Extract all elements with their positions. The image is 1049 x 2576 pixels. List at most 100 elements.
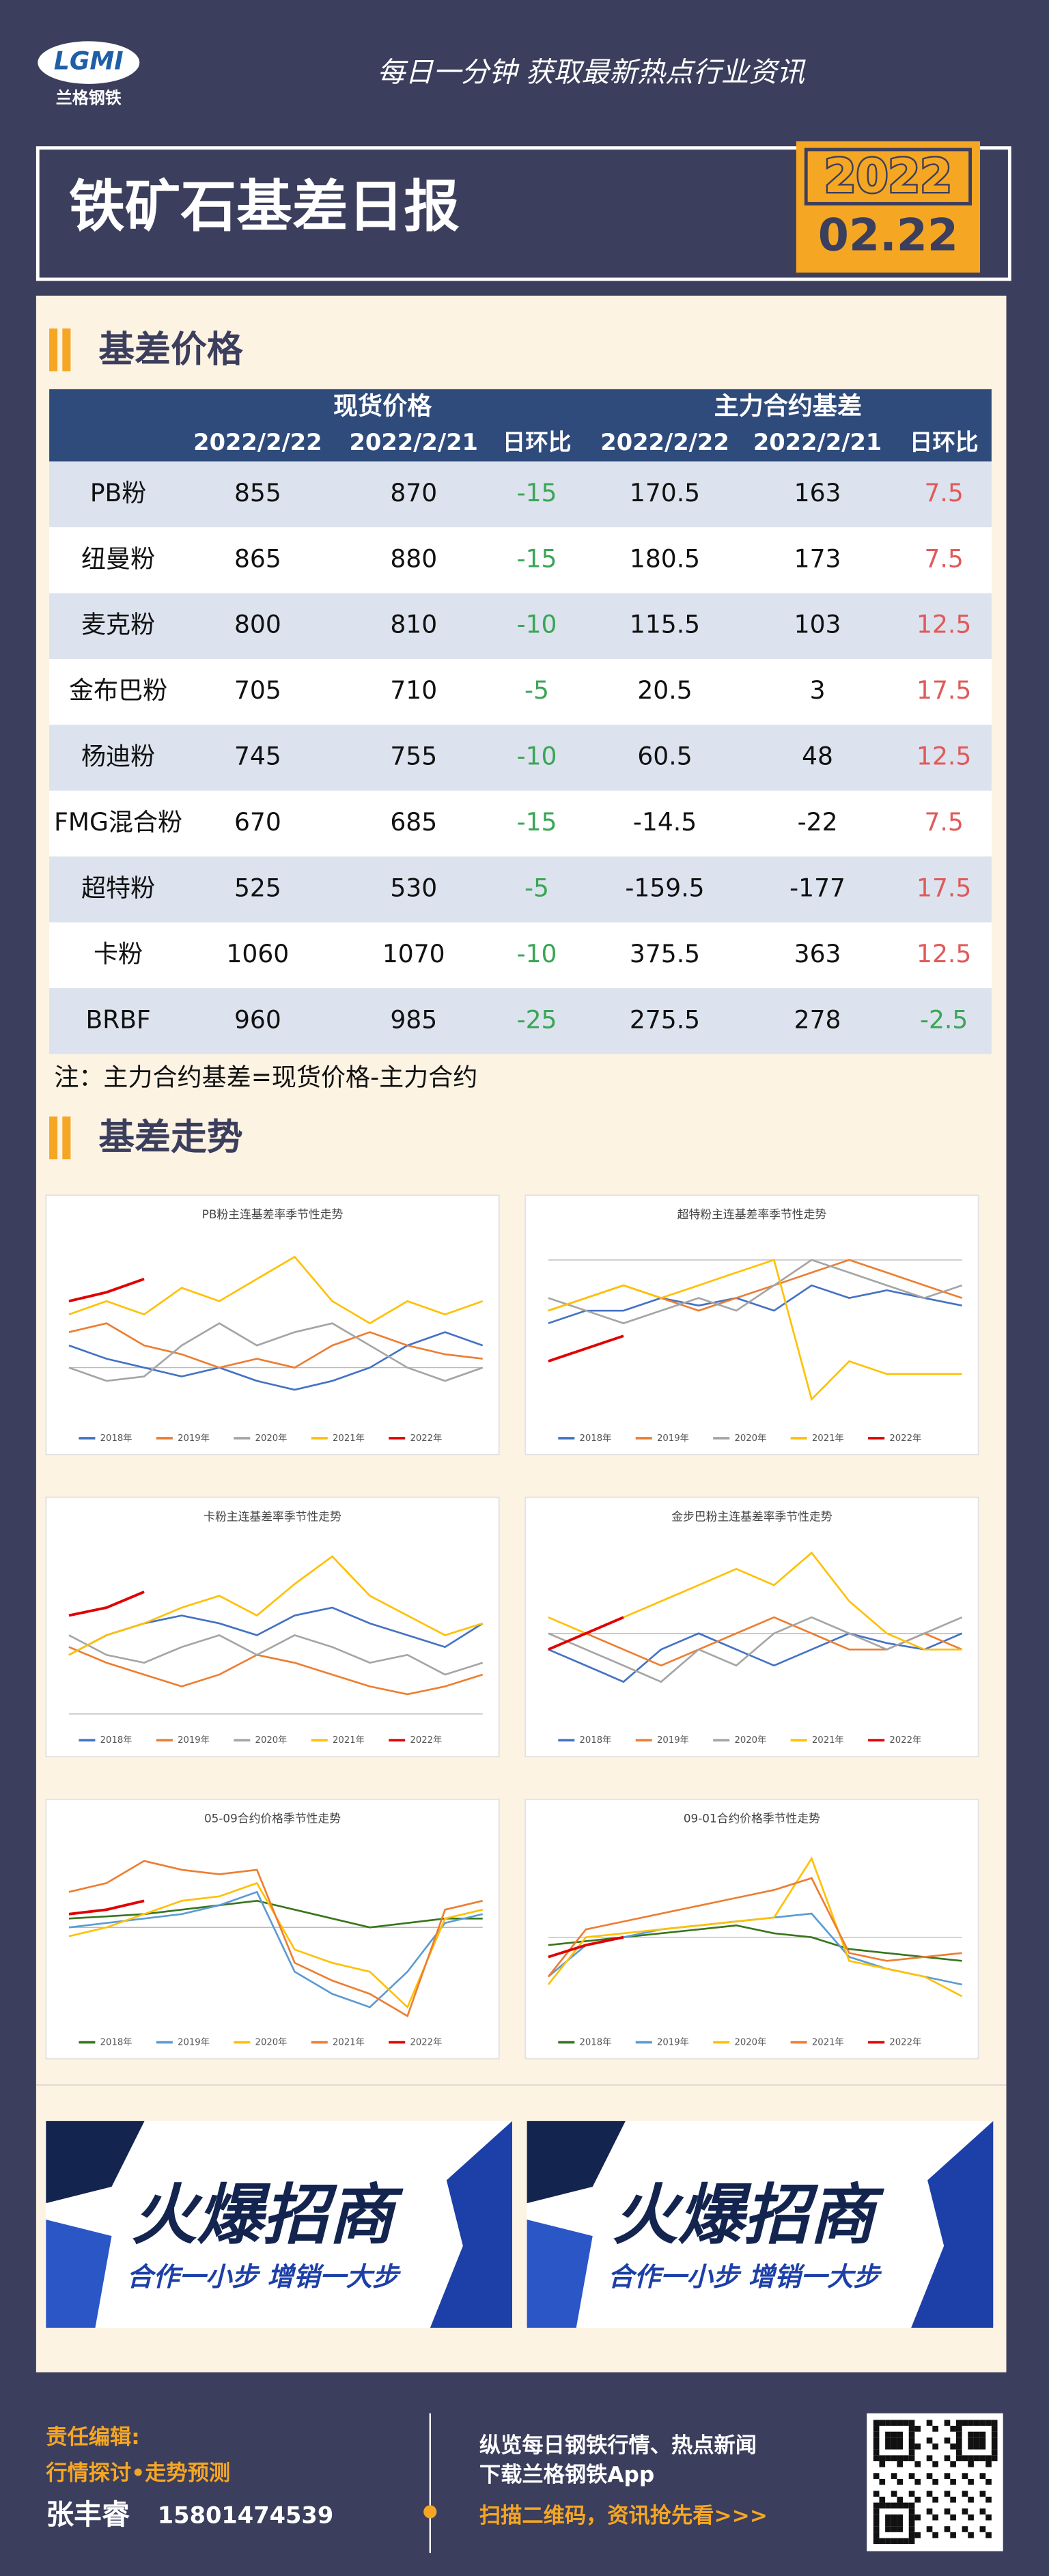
- qr-module: [914, 2461, 921, 2467]
- qr-module: [914, 2496, 921, 2503]
- qr-module: [891, 2431, 897, 2438]
- qr-module: [968, 2444, 974, 2450]
- table-cell: 525: [234, 873, 281, 902]
- qr-module: [908, 2502, 915, 2509]
- qr-module: [955, 2437, 962, 2444]
- title-frame: [36, 146, 1011, 281]
- column-header: 2022/2/22: [193, 429, 322, 456]
- series-line: [68, 1860, 484, 2018]
- logo: LGMI: [54, 47, 124, 76]
- qr-module: [926, 2420, 933, 2426]
- qr-module: [908, 2520, 915, 2527]
- section-title: 基差走势: [98, 1117, 243, 1158]
- qr-module: [955, 2426, 962, 2432]
- phone: 15801474539: [158, 2502, 333, 2529]
- qr-module: [985, 2455, 992, 2461]
- column-header: 日环比: [910, 429, 979, 456]
- table-cell: FMG混合粉: [54, 808, 182, 837]
- qr-module: [885, 2526, 891, 2532]
- qr-module: [973, 2455, 980, 2461]
- qr-module: [991, 2431, 998, 2438]
- table-cell: 7.5: [924, 808, 963, 837]
- qr-module: [885, 2455, 891, 2461]
- qr-module: [962, 2473, 968, 2479]
- qr-module: [885, 2538, 891, 2545]
- table-row: [49, 593, 992, 659]
- table-cell: 1060: [227, 940, 290, 968]
- table-cell: 985: [390, 1005, 437, 1034]
- column-header: 2022/2/21: [350, 429, 478, 456]
- qr-module: [932, 2444, 938, 2450]
- qr-module: [991, 2420, 998, 2426]
- qr-module: [962, 2455, 968, 2461]
- qr-module: [897, 2478, 904, 2485]
- table-row: [49, 922, 992, 989]
- qr-module: [908, 2538, 915, 2545]
- qr-module: [932, 2514, 938, 2521]
- legend-label: 2021年: [333, 1735, 365, 1746]
- qr-module: [908, 2491, 915, 2497]
- section-mark: [49, 1116, 58, 1160]
- legend-label: 2022年: [889, 1433, 921, 1444]
- qr-module: [885, 2431, 891, 2438]
- qr-module: [873, 2431, 880, 2438]
- qr-module: [962, 2491, 968, 2497]
- table-cell: 163: [794, 479, 841, 507]
- chart-panel: [45, 1798, 500, 2060]
- table-cell: 800: [234, 611, 281, 639]
- chart-panel: [524, 1194, 979, 1455]
- qr-module: [873, 2444, 880, 2450]
- qr-module: [973, 2437, 980, 2444]
- chart-title: 金步巴粉主连基差率季节性走势: [671, 1509, 833, 1523]
- qr-module: [944, 2491, 951, 2497]
- qr-module: [879, 2461, 886, 2467]
- legend-label: 2021年: [333, 1433, 365, 1444]
- qr-module: [932, 2532, 938, 2538]
- series-line: [68, 1322, 484, 1382]
- qr-module: [873, 2538, 880, 2545]
- qr-module: [944, 2437, 951, 2444]
- legend-label: 2022年: [410, 1433, 442, 1444]
- qr-module: [908, 2532, 915, 2538]
- legend-label: 2022年: [889, 2037, 921, 2048]
- legend-label: 2022年: [410, 1735, 442, 1746]
- series-line: [68, 1899, 483, 1929]
- chart-title: 09-01合约价格季节性走势: [684, 1812, 820, 1825]
- qr-module: [914, 2532, 921, 2538]
- legend-label: 2018年: [580, 1735, 612, 1746]
- qr-module: [926, 2491, 933, 2497]
- table-cell: 48: [802, 742, 833, 771]
- qr-module: [891, 2473, 897, 2479]
- qr-module: [885, 2502, 891, 2509]
- column-header: 日环比: [503, 429, 572, 456]
- qr-module: [897, 2455, 904, 2461]
- qr-module: [991, 2444, 998, 2450]
- qr-module: [950, 2444, 956, 2450]
- table-cell: -15: [517, 544, 557, 573]
- qr-module: [955, 2431, 962, 2438]
- ad-slogan: 合作一小步 增销一大步: [608, 2262, 882, 2293]
- series-line: [68, 1591, 145, 1617]
- table-cell: 7.5: [924, 544, 963, 573]
- brand: 兰格钢铁: [56, 88, 122, 107]
- qr-module: [873, 2437, 880, 2444]
- series-line: [547, 1877, 962, 1978]
- qr-module: [968, 2478, 974, 2485]
- qr-module: [879, 2496, 886, 2503]
- qr-module: [903, 2455, 909, 2461]
- qr-module: [891, 2502, 897, 2509]
- qr-module: [891, 2437, 897, 2444]
- legend-label: 2018年: [580, 2037, 612, 2048]
- table-cell: 870: [390, 479, 437, 507]
- qr-module: [979, 2508, 986, 2515]
- table-cell: 170.5: [630, 479, 700, 507]
- column-header: 2022/2/21: [753, 429, 882, 456]
- qr-module: [873, 2514, 880, 2521]
- qr-module: [968, 2431, 974, 2438]
- qr-module: [897, 2514, 904, 2521]
- table-row: [49, 988, 992, 1054]
- qr-module: [955, 2455, 962, 2461]
- qr-module: [908, 2437, 915, 2444]
- qr-module: [908, 2431, 915, 2438]
- series-line: [68, 1555, 484, 1656]
